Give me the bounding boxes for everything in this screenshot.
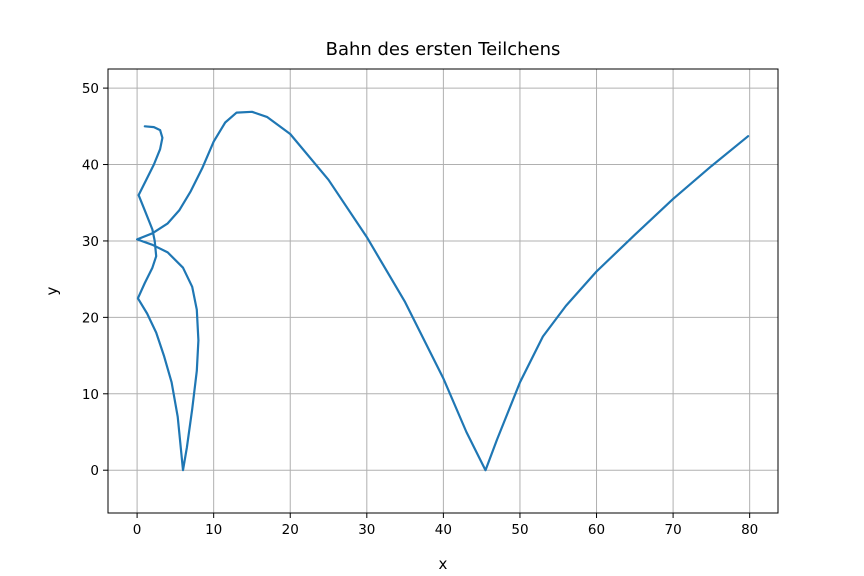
grid [108,69,778,513]
x-tick-label: 20 [282,522,299,538]
x-tick-label: 40 [435,522,452,538]
y-axis-label: y [43,286,61,295]
y-tick-label: 30 [82,234,99,250]
series-layer [136,110,750,472]
y-tick-label: 10 [82,387,99,403]
ticks: 0 10 20 30 40 50 60 70 80 0 10 20 30 40 50 [82,81,758,538]
x-axis-label: x [439,555,448,573]
x-tick-label: 50 [511,522,528,538]
x-tick-label: 70 [665,522,682,538]
chart-title: Bahn des ersten Teilchens [326,39,561,60]
x-tick-label: 60 [588,522,605,538]
x-tick-label: 10 [205,522,222,538]
y-tick-label: 20 [82,310,99,326]
y-tick-label: 0 [90,463,99,479]
y-tick-label: 40 [82,158,99,174]
y-tick-label: 50 [82,81,99,97]
x-tick-label: 30 [358,522,375,538]
trajectory-line [136,110,750,472]
x-tick-label: 80 [741,522,758,538]
x-tick-label: 0 [133,522,142,538]
